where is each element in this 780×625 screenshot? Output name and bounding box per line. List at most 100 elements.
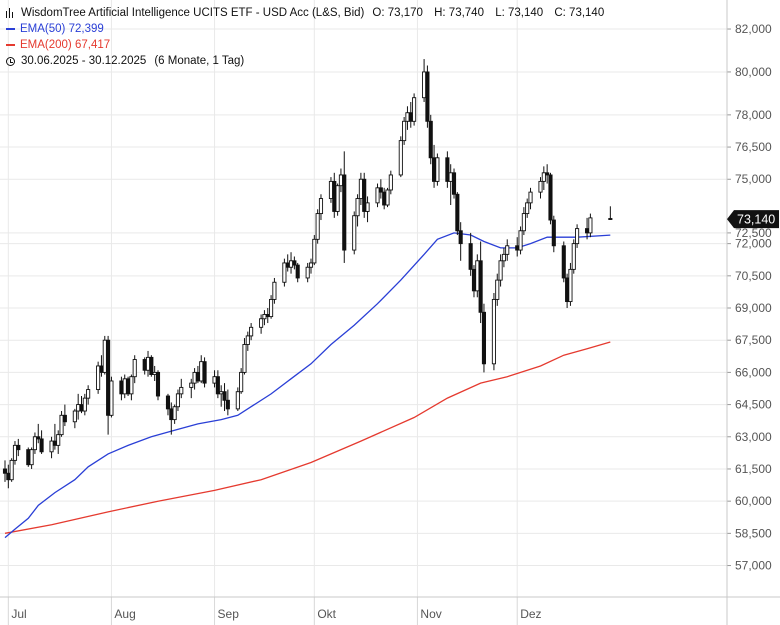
candle-body — [106, 339, 111, 416]
candle — [62, 404, 67, 427]
candle — [259, 314, 264, 334]
candle — [152, 365, 157, 381]
candle — [568, 262, 573, 306]
candle — [222, 383, 227, 412]
candle-body — [215, 376, 220, 395]
candle — [292, 256, 297, 270]
candle — [109, 376, 114, 418]
candle-body — [192, 371, 197, 384]
ema200-label: EMA(200) — [20, 39, 72, 51]
candles-layer — [2, 59, 613, 489]
date-range-row[interactable]: 30.06.2025 - 30.12.2025 (6 Monate, 1 Tag… — [6, 53, 612, 69]
candle — [215, 370, 220, 399]
candle — [202, 357, 207, 388]
candle — [2, 460, 8, 482]
y-tick-label: 60,000 — [735, 494, 772, 508]
candle-body — [56, 434, 61, 446]
candle — [358, 172, 363, 205]
candle — [475, 254, 480, 298]
candle — [365, 196, 370, 223]
candle — [382, 187, 387, 210]
x-tick-label: Sep — [218, 607, 240, 621]
x-tick-label: Jul — [11, 607, 26, 621]
candle — [455, 192, 460, 236]
candle — [9, 458, 14, 482]
candle — [521, 207, 526, 236]
candle-body — [528, 191, 533, 204]
candle-body — [225, 399, 230, 410]
candle-body — [152, 371, 157, 375]
period-label: (6 Monate, 1 Tag) — [154, 55, 245, 67]
candle — [199, 355, 204, 384]
candle-body — [76, 404, 81, 412]
candle-body — [9, 459, 14, 481]
candle-body — [455, 193, 460, 232]
candle-body — [428, 120, 433, 159]
candle-body — [478, 260, 483, 313]
candle-body — [471, 268, 477, 292]
candle — [458, 222, 463, 261]
candle — [548, 172, 553, 225]
x-tick-label: Okt — [317, 607, 336, 621]
candle-body — [548, 174, 553, 221]
candle — [408, 101, 413, 128]
candle — [481, 303, 487, 373]
y-tick-label: 64,500 — [735, 398, 772, 412]
candle — [538, 177, 543, 199]
candle — [165, 393, 171, 416]
candle-body — [561, 245, 566, 279]
candle — [362, 172, 367, 218]
candle-body — [12, 444, 18, 461]
candle — [588, 213, 593, 238]
candle-body — [308, 262, 314, 268]
candle-body — [378, 187, 383, 193]
candle-body — [608, 218, 613, 220]
candle-body — [342, 174, 347, 251]
ema200-line — [4, 341, 611, 534]
clock-icon — [6, 56, 15, 66]
candle-body — [588, 217, 593, 234]
x-tick-label: Aug — [114, 607, 135, 621]
candle-body — [259, 318, 264, 328]
candle-body — [189, 382, 194, 388]
candle — [169, 402, 174, 435]
candle-body — [16, 444, 21, 451]
candle-body — [305, 266, 310, 279]
close-value: C: 73,140 — [554, 7, 605, 19]
candle-body — [142, 359, 147, 371]
ohlc-values: O: 73,170 H: 73,740 L: 73,140 C: 73,140 — [372, 5, 612, 21]
candle-body — [49, 440, 54, 453]
candle — [468, 232, 473, 276]
candle-body — [129, 376, 134, 395]
candle — [315, 209, 320, 244]
date-range: 30.06.2025 - 30.12.2025 — [21, 55, 147, 67]
candle-body — [6, 472, 11, 481]
candle-body — [212, 376, 217, 384]
candle-body — [202, 361, 207, 384]
candle — [72, 408, 77, 429]
candle-body — [318, 198, 324, 215]
candle — [39, 430, 44, 454]
candle — [295, 262, 300, 283]
candle-body — [99, 365, 104, 373]
y-tick-label: 57,000 — [735, 559, 772, 573]
candle — [49, 436, 54, 459]
candle — [498, 254, 503, 287]
candle-body — [545, 172, 550, 176]
candle — [126, 376, 131, 396]
last-price-badge — [727, 210, 779, 229]
candle — [448, 164, 453, 205]
ema200-layer — [4, 341, 611, 534]
candle — [192, 368, 197, 390]
legend-ema50[interactable]: EMA(50) 72,399 — [6, 21, 612, 37]
candle — [565, 273, 570, 309]
low-value: L: 73,140 — [495, 7, 544, 19]
legend-ema200[interactable]: EMA(200) 67,417 — [6, 37, 612, 53]
candle — [541, 166, 546, 190]
candle-body — [132, 359, 137, 378]
candle-body — [285, 262, 290, 268]
candle — [86, 385, 91, 405]
candle-body — [179, 386, 184, 395]
